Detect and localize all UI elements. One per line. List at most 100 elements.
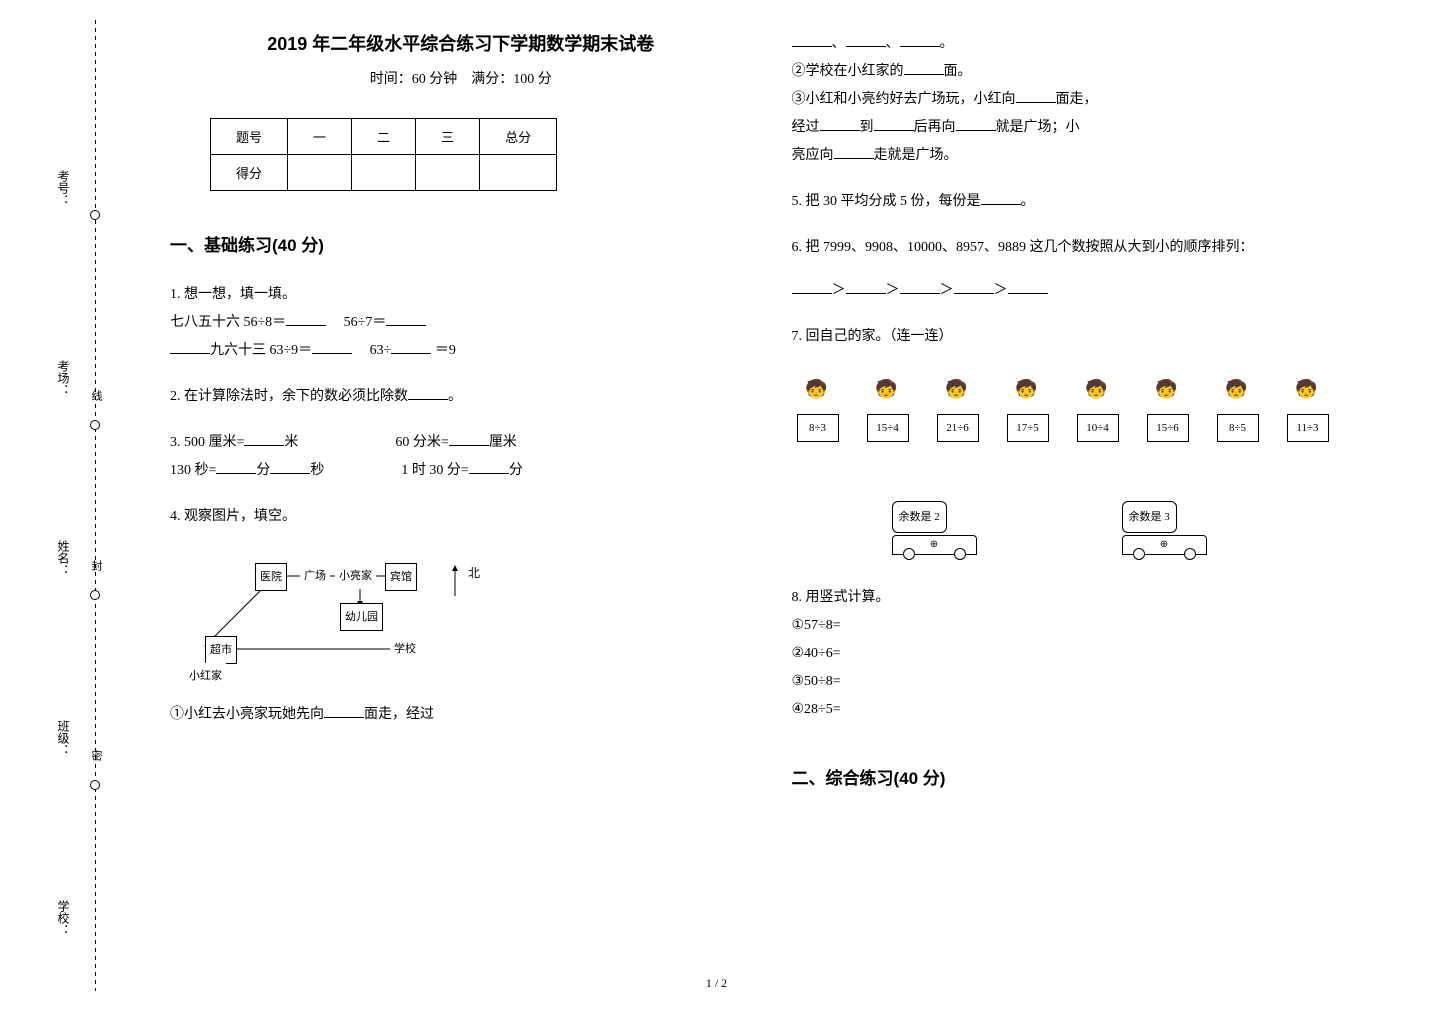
q6-blanks: ＞＞＞＞ <box>792 277 1374 305</box>
q3-text: 分 <box>256 463 270 478</box>
child-icon: 🧒 <box>1222 371 1252 411</box>
q4-text: 面走， <box>1056 92 1098 107</box>
q3-text: 分 <box>509 463 523 478</box>
td-blank <box>288 155 352 191</box>
th-1: 一 <box>288 119 352 155</box>
th-label: 题号 <box>211 119 288 155</box>
blank <box>1016 86 1056 103</box>
expr-box: 10÷4 <box>1077 414 1119 442</box>
gt: ＞ <box>994 283 1008 298</box>
child-icon: 🧒 <box>872 371 902 411</box>
q3-text: 秒 <box>310 463 324 478</box>
q3-text: 1 时 30 分= <box>401 463 468 478</box>
car-label: 余数是 3 <box>1122 501 1177 533</box>
blank <box>900 30 940 47</box>
q4-text: ①小红去小亮家玩她先向 <box>170 707 324 722</box>
q1-line2: 九六十三 63÷9＝ 63÷ ＝9 <box>170 337 752 365</box>
blank <box>324 701 364 718</box>
q4-continuation: 、、。 ②学校在小红家的面。 ③小红和小亮约好去广场玩，小红向面走， 经过到后再… <box>792 30 1374 170</box>
q4-text: ②学校在小红家的 <box>792 64 904 79</box>
q4-text: 到 <box>860 120 874 135</box>
table-row: 题号 一 二 三 总分 <box>211 119 557 155</box>
q1-text: ＝9 <box>435 343 456 358</box>
wheel-icon <box>1133 548 1145 560</box>
q8-item: ④28÷5= <box>792 696 1374 724</box>
map-kindergarten: 幼儿园 <box>340 603 383 631</box>
blank <box>286 309 326 326</box>
q4-text: 面。 <box>944 64 972 79</box>
q6-text: 6. 把 7999、9908、10000、8957、9889 这几个数按照从大到… <box>792 234 1374 262</box>
blank <box>792 277 832 294</box>
map-hospital: 医院 <box>255 563 287 591</box>
map-hotel: 宾馆 <box>385 563 417 591</box>
q2-suffix: 。 <box>448 389 462 404</box>
q8-item: ②40÷6= <box>792 640 1374 668</box>
expr-box: 15÷6 <box>1147 414 1189 442</box>
question-1: 1. 想一想，填一填。 七八五十六 56÷8＝ 56÷7＝ 九六十三 63÷9＝… <box>170 281 752 365</box>
binding-number: 考号： <box>55 170 72 206</box>
q1-text: 九六十三 63÷9＝ <box>210 343 312 358</box>
binding-circle <box>90 590 100 600</box>
question-6: 6. 把 7999、9908、10000、8957、9889 这几个数按照从大到… <box>792 234 1374 305</box>
blank <box>312 337 352 354</box>
q4-text: 就是广场；小 <box>996 120 1080 135</box>
expr-box: 15÷4 <box>867 414 909 442</box>
blank <box>846 30 886 47</box>
map-school: 学校 <box>390 636 420 662</box>
north-label: 北 <box>468 561 480 585</box>
left-column: 2019 年二年级水平综合练习下学期数学期末试卷 时间：60 分钟 满分：100… <box>150 30 772 814</box>
wheel-icon <box>1184 548 1196 560</box>
blank <box>244 429 284 446</box>
blank <box>904 58 944 75</box>
q4-text: 经过 <box>792 120 820 135</box>
blank <box>408 383 448 400</box>
match-diagram: 🧒 🧒 🧒 🧒 🧒 🧒 🧒 🧒 8÷3 15÷4 21÷6 17÷5 10÷4 … <box>792 366 1352 566</box>
td-blank <box>416 155 480 191</box>
blank <box>270 457 310 474</box>
car-1: 余数是 2 ⊕ <box>892 501 992 556</box>
gt: ＞ <box>940 283 954 298</box>
section-2-title: 二、综合练习(40 分) <box>792 764 1374 789</box>
right-column: 、、。 ②学校在小红家的面。 ③小红和小亮约好去广场玩，小红向面走， 经过到后再… <box>772 30 1394 814</box>
blank <box>391 337 431 354</box>
q3-text: 3. 500 厘米= <box>170 435 244 450</box>
blank <box>900 277 940 294</box>
exam-title: 2019 年二年级水平综合练习下学期数学期末试卷 <box>170 30 752 56</box>
binding-circle <box>90 210 100 220</box>
expr-box: 17÷5 <box>1007 414 1049 442</box>
q4-sub1: ①小红去小亮家玩她先向 面走，经过 <box>170 701 752 729</box>
q1-text: 63÷ <box>356 343 392 358</box>
q4-text: 后再向 <box>914 120 956 135</box>
child-icon: 🧒 <box>942 371 972 411</box>
q4-text: 面走，经过 <box>364 707 434 722</box>
binding-class: 班级： <box>55 720 72 756</box>
page-footer: 1 / 2 <box>706 976 727 991</box>
th-total: 总分 <box>480 119 557 155</box>
seal-mi: 密 <box>88 750 104 761</box>
child-icon: 🧒 <box>1082 371 1112 411</box>
section-1-title: 一、基础练习(40 分) <box>170 231 752 256</box>
expr-box: 11÷3 <box>1287 414 1329 442</box>
binding-circle <box>90 780 100 790</box>
expr-box: 21÷6 <box>937 414 979 442</box>
blank <box>216 457 256 474</box>
blank <box>1008 277 1048 294</box>
q8-item: ③50÷8= <box>792 668 1374 696</box>
q3-text: 米 <box>284 435 298 450</box>
blank <box>170 337 210 354</box>
wheel-icon <box>954 548 966 560</box>
q5-suffix: 。 <box>1021 194 1035 209</box>
car-shape: ⊕ <box>892 535 977 555</box>
expr-box: 8÷3 <box>797 414 839 442</box>
q1-line1: 七八五十六 56÷8＝ 56÷7＝ <box>170 309 752 337</box>
question-7: 7. 回自己的家。（连一连） 🧒 🧒 🧒 🧒 🧒 🧒 🧒 🧒 8÷3 15÷4 … <box>792 323 1374 566</box>
map-hong: 小红家 <box>185 663 226 689</box>
car-2: 余数是 3 ⊕ <box>1122 501 1222 556</box>
score-table: 题号 一 二 三 总分 得分 <box>210 118 557 191</box>
car-label: 余数是 2 <box>892 501 947 533</box>
td-label: 得分 <box>211 155 288 191</box>
th-2: 二 <box>352 119 416 155</box>
blank <box>874 114 914 131</box>
q2-text: 2. 在计算除法时，余下的数必须比除数 <box>170 389 408 404</box>
q8-item: ①57÷8= <box>792 612 1374 640</box>
